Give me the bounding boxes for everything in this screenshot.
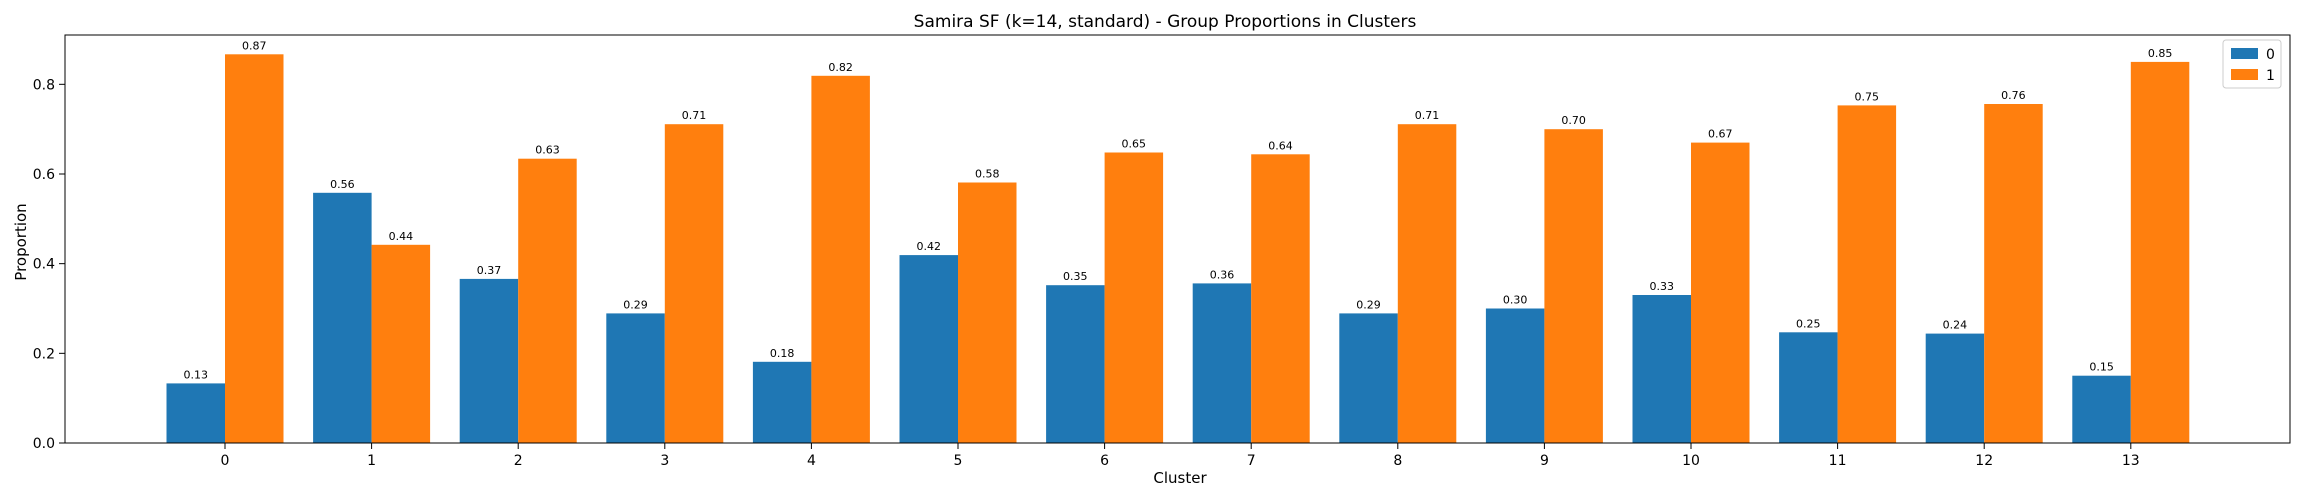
bar-cluster-3-series-1 (664, 124, 724, 443)
data-label-cluster-12-series-0: 0.24 (1943, 319, 1968, 332)
x-tick-label: 9 (1540, 453, 1549, 469)
y-tick-label: 0.0 (33, 436, 55, 452)
data-label-cluster-11-series-0: 0.25 (1796, 317, 1821, 330)
data-label-cluster-7-series-1: 0.64 (1268, 139, 1293, 152)
legend-swatch-series-1 (2231, 69, 2258, 80)
data-label-cluster-0-series-0: 0.13 (184, 368, 209, 381)
bar-cluster-8-series-0 (1339, 313, 1398, 443)
data-label-cluster-9-series-0: 0.30 (1503, 294, 1528, 307)
bar-cluster-4-series-0 (752, 361, 812, 443)
x-tick-label: 12 (1975, 453, 1993, 469)
data-label-cluster-10-series-0: 0.33 (1650, 280, 1675, 293)
x-tick-label: 6 (1100, 453, 1109, 469)
legend: 01 (2222, 39, 2282, 89)
data-label-cluster-2-series-1: 0.63 (535, 144, 560, 157)
data-label-cluster-10-series-1: 0.67 (1708, 128, 1733, 141)
y-tick-label: 0.8 (33, 77, 55, 93)
data-label-cluster-2-series-0: 0.37 (477, 264, 502, 277)
chart-title: Samira SF (k=14, standard) - Group Propo… (914, 12, 1417, 32)
x-tick-label: 3 (660, 453, 669, 469)
x-tick-label: 2 (514, 453, 523, 469)
bar-cluster-6-series-0 (1046, 285, 1105, 443)
data-label-cluster-3-series-0: 0.29 (623, 298, 648, 311)
bar-cluster-12-series-1 (1984, 104, 2043, 443)
bar-cluster-1-series-0 (313, 192, 372, 443)
bars-layer (166, 54, 2190, 444)
bar-cluster-9-series-1 (1544, 129, 1603, 443)
data-label-cluster-5-series-0: 0.42 (917, 240, 942, 253)
bar-cluster-4-series-1 (811, 75, 870, 444)
data-label-cluster-13-series-1: 0.85 (2148, 47, 2173, 60)
axes-layer: 0.00.20.40.60.80 1 2 3 4 5 6 7 8 9 10 11 12 13 (33, 34, 2291, 469)
data-label-cluster-6-series-1: 0.65 (1122, 138, 1147, 151)
y-axis-label: Proportion (12, 203, 30, 280)
y-tick-label: 0.2 (33, 346, 55, 362)
data-label-cluster-1-series-0: 0.56 (330, 178, 355, 191)
x-tick-label: 4 (807, 453, 816, 469)
bar-cluster-2-series-0 (459, 278, 519, 443)
data-labels-layer: 0.13 0.87 0.56 0.44 0.37 0.63 0.29 0.71 0.18 0.82… (184, 39, 2173, 381)
data-label-cluster-4-series-0: 0.18 (770, 347, 795, 360)
y-tick-label: 0.4 (33, 257, 55, 273)
bar-cluster-8-series-1 (1397, 124, 1457, 443)
bar-cluster-0-series-0 (166, 383, 225, 443)
legend-label-series-1: 1 (2266, 68, 2275, 84)
bar-cluster-3-series-0 (606, 313, 665, 443)
x-tick-label: 0 (221, 453, 230, 469)
data-label-cluster-9-series-1: 0.70 (1561, 114, 1586, 127)
bar-cluster-11-series-0 (1779, 332, 1838, 443)
data-label-cluster-8-series-0: 0.29 (1356, 298, 1381, 311)
plot-frame (64, 34, 2291, 444)
bar-cluster-1-series-1 (371, 244, 431, 443)
bar-cluster-7-series-1 (1251, 154, 1310, 444)
bar-cluster-12-series-0 (1925, 333, 1985, 443)
x-tick-label: 11 (1829, 453, 1847, 469)
x-tick-label: 5 (954, 453, 963, 469)
x-tick-label: 8 (1393, 453, 1402, 469)
data-label-cluster-5-series-1: 0.58 (975, 168, 1000, 181)
legend-swatch-series-0 (2231, 48, 2258, 59)
x-tick-label: 1 (367, 453, 376, 469)
bar-cluster-5-series-0 (899, 255, 958, 443)
data-label-cluster-7-series-0: 0.36 (1210, 268, 1235, 281)
data-label-cluster-13-series-0: 0.15 (2089, 361, 2114, 374)
data-label-cluster-6-series-0: 0.35 (1063, 270, 1088, 283)
x-tick-label: 13 (2122, 453, 2140, 469)
bar-cluster-13-series-1 (2130, 61, 2190, 444)
data-label-cluster-4-series-1: 0.82 (828, 61, 853, 74)
bar-cluster-5-series-1 (958, 182, 1017, 443)
data-label-cluster-12-series-1: 0.76 (2001, 89, 2026, 102)
data-label-cluster-3-series-1: 0.71 (682, 109, 707, 122)
legend-label-series-0: 0 (2266, 47, 2275, 63)
x-tick-label: 10 (1682, 453, 1700, 469)
bar-cluster-10-series-0 (1632, 295, 1691, 443)
data-label-cluster-11-series-1: 0.75 (1855, 90, 1880, 103)
bar-cluster-6-series-1 (1104, 152, 1164, 443)
y-tick-label: 0.6 (33, 167, 55, 183)
bar-cluster-0-series-1 (225, 54, 284, 444)
bar-cluster-11-series-1 (1837, 105, 1897, 444)
x-axis-label: Cluster (1153, 469, 1207, 487)
bar-cluster-7-series-0 (1192, 283, 1252, 443)
bar-cluster-2-series-1 (518, 158, 577, 443)
bar-cluster-9-series-0 (1485, 308, 1545, 443)
data-label-cluster-0-series-1: 0.87 (242, 39, 267, 52)
data-label-cluster-8-series-1: 0.71 (1415, 109, 1440, 122)
bar-cluster-13-series-0 (2072, 375, 2131, 443)
x-tick-label: 7 (1247, 453, 1256, 469)
bar-cluster-10-series-1 (1691, 142, 1750, 443)
data-label-cluster-1-series-1: 0.44 (389, 230, 414, 243)
